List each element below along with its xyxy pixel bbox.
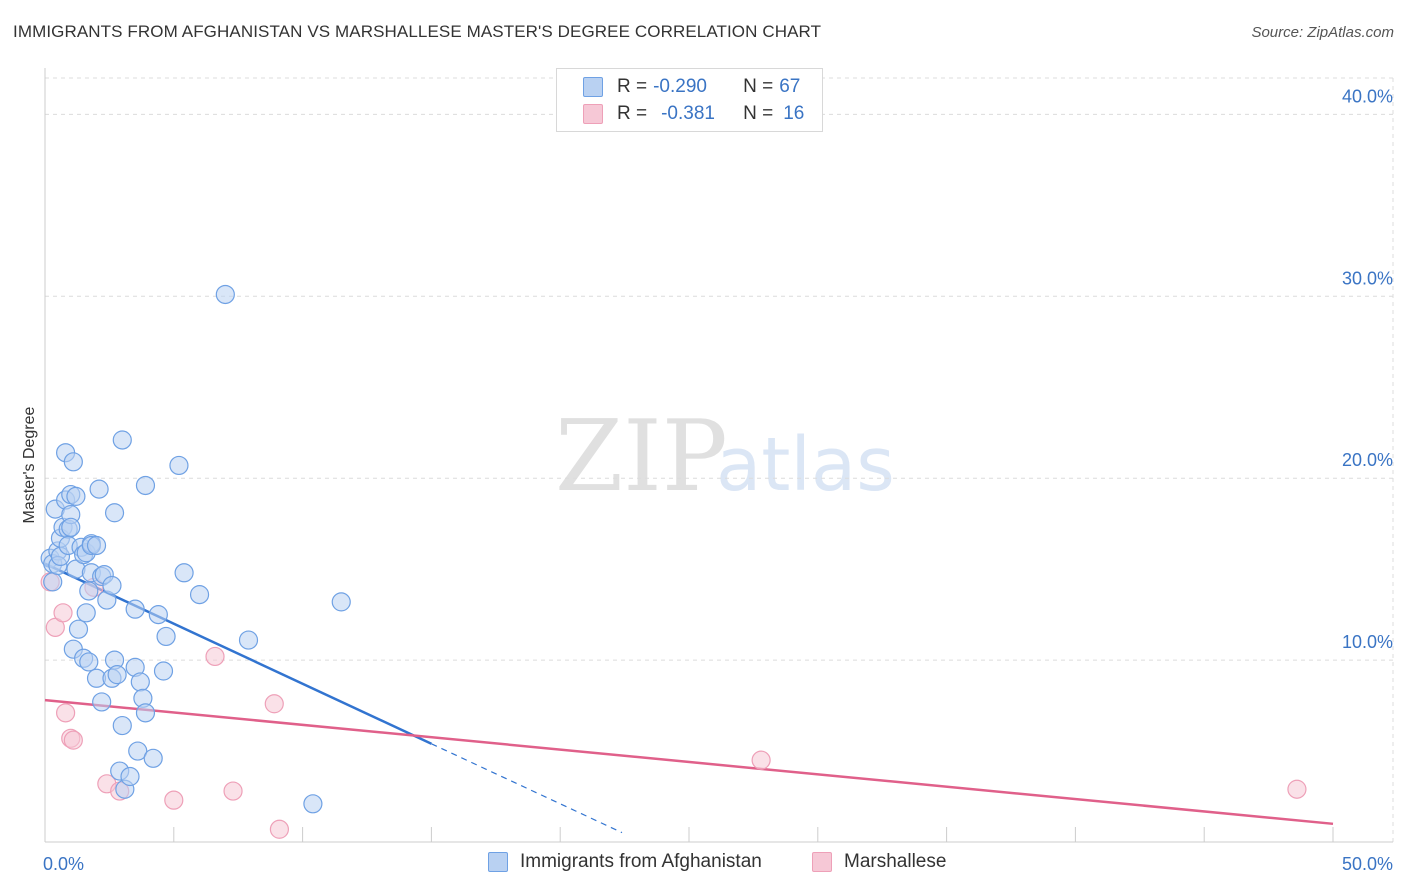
legend-r-value: -0.290 — [653, 76, 707, 97]
marshallese-trend-line — [44, 698, 1334, 826]
marshallese-point — [63, 730, 83, 750]
afghanistan-point — [107, 665, 127, 685]
afghanistan-point — [112, 430, 132, 450]
data-points — [40, 284, 1307, 839]
afghanistan-point — [135, 703, 156, 723]
afghanistan-point — [189, 585, 210, 605]
chart-title: IMMIGRANTS FROM AFGHANISTAN VS MARSHALLE… — [13, 22, 822, 41]
afghanistan-point — [156, 626, 176, 647]
legend-n-value: 16 — [783, 103, 805, 124]
afghanistan-point — [128, 741, 148, 761]
legend-n-value: 67 — [779, 76, 801, 97]
afghanistan-point — [112, 715, 132, 736]
afghanistan-point — [143, 748, 163, 768]
y-tick-label: 20.0% — [1342, 450, 1393, 470]
afghanistan-point — [120, 766, 140, 787]
series-legend-afghanistan: Immigrants from Afghanistan — [488, 851, 762, 873]
afghanistan-point — [104, 503, 125, 523]
marshallese-point — [53, 603, 73, 623]
legend-row-marshallese: R = -0.381 N = 16 — [583, 101, 804, 127]
marshallese-point — [1287, 779, 1307, 799]
marshallese-point — [205, 646, 225, 667]
afghanistan-point — [76, 603, 96, 623]
marshallese-point — [164, 790, 184, 810]
afghanistan-point — [238, 630, 259, 650]
afghanistan-point — [303, 794, 323, 814]
afghanistan-point — [135, 475, 156, 496]
afghanistan-point — [79, 652, 99, 672]
afghanistan-trend-line — [44, 562, 432, 745]
legend-swatch-afghanistan — [583, 77, 603, 97]
y-tick-label: 30.0% — [1342, 268, 1393, 288]
afghanistan-point — [174, 563, 194, 583]
series-label-afghanistan: Immigrants from Afghanistan — [520, 851, 762, 872]
watermark-zip: ZIP — [555, 400, 728, 514]
marshallese-point — [264, 694, 284, 714]
x-tick-label-min: 0.0% — [43, 854, 84, 874]
afghanistan-point — [89, 479, 109, 499]
afghanistan-point — [331, 592, 351, 612]
marshallese-point — [269, 819, 290, 839]
series-label-marshallese: Marshallese — [844, 851, 947, 872]
x-tick-label-max: 50.0% — [1342, 854, 1393, 874]
marshallese-point — [56, 703, 76, 723]
stats-legend: R = -0.290 N = 67 R = -0.381 N = 16 — [556, 68, 823, 132]
afghanistan-point — [153, 661, 174, 681]
afghanistan-point — [43, 572, 63, 592]
source-credit: Source: ZipAtlas.com — [1251, 24, 1394, 41]
legend-n-label: N = — [743, 103, 774, 124]
legend-swatch-marshallese — [583, 104, 603, 124]
legend-r-label: R = — [617, 103, 648, 124]
marshallese-point — [751, 750, 771, 770]
afghanistan-trend-extension — [431, 743, 623, 834]
afghanistan-point — [86, 535, 107, 556]
series-legend-marshallese: Marshallese — [812, 851, 946, 873]
afghanistan-point — [79, 581, 99, 601]
marshallese-point — [223, 781, 243, 801]
afghanistan-point — [66, 486, 86, 506]
legend-row-afghanistan: R = -0.290 N = 67 — [583, 74, 800, 100]
series-swatch-afghanistan — [488, 852, 508, 872]
afghanistan-point — [125, 599, 145, 619]
watermark-atlas: atlas — [716, 422, 895, 508]
afghanistan-point — [148, 605, 168, 625]
afghanistan-point — [169, 455, 189, 476]
afghanistan-point — [92, 692, 112, 712]
afghanistan-point — [215, 284, 235, 305]
series-swatch-marshallese — [812, 852, 832, 872]
axes: 10.0% 20.0% 30.0% 40.0% 0.0% 50.0% — [43, 68, 1393, 874]
y-tick-label: 10.0% — [1342, 632, 1393, 652]
y-axis-label: Master's Degree — [21, 406, 38, 523]
afghanistan-point — [61, 517, 81, 537]
afghanistan-point — [102, 575, 122, 596]
afghanistan-point — [68, 619, 89, 639]
afghanistan-point — [63, 452, 83, 472]
legend-n-label: N = — [743, 76, 774, 97]
afghanistan-point — [130, 672, 150, 692]
legend-r-label: R = — [617, 76, 648, 97]
legend-r-value: -0.381 — [661, 103, 715, 124]
y-tick-label: 40.0% — [1342, 86, 1393, 106]
